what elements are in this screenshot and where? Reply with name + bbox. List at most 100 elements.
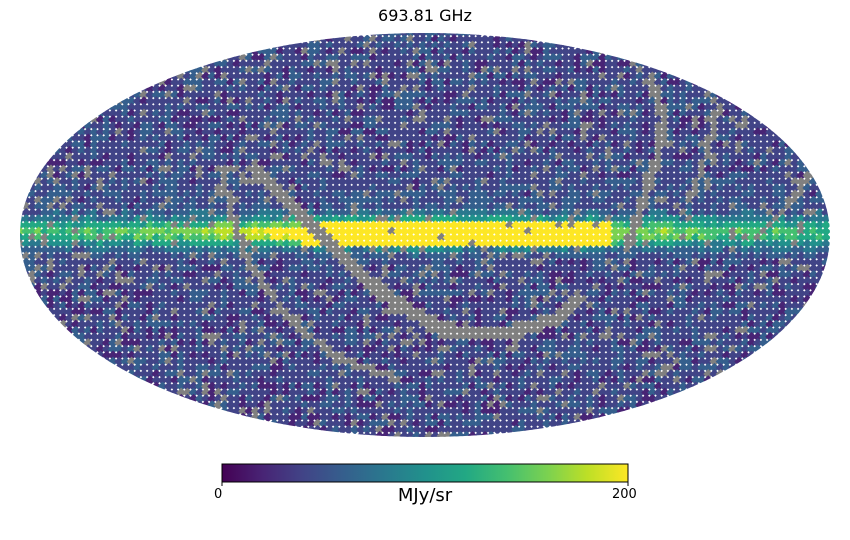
sky-pixel	[176, 108, 187, 119]
sky-pixel	[213, 96, 224, 107]
sky-pixel	[523, 77, 534, 88]
sky-pixel	[573, 71, 583, 82]
sky-pixel	[579, 102, 590, 113]
sky-pixel	[573, 52, 583, 63]
sky-pixel	[573, 90, 583, 100]
sky-pixel	[616, 102, 627, 113]
sky-pixel	[108, 108, 118, 119]
sky-pixel	[219, 96, 230, 107]
sky-pixel	[597, 52, 608, 63]
sky-pixel	[139, 96, 149, 107]
sky-pixel	[201, 65, 211, 76]
sky-pixel	[529, 59, 540, 69]
sky-pixel	[573, 121, 583, 131]
sky-pixel	[163, 108, 174, 119]
sky-pixel	[244, 71, 255, 82]
sky-pixel	[616, 77, 627, 88]
sky-pixel	[145, 90, 156, 100]
sky-pixel	[659, 90, 670, 100]
sky-pixel	[201, 102, 211, 113]
sky-pixel	[641, 71, 652, 82]
sky-pixel	[628, 121, 639, 131]
sky-pixel	[542, 46, 552, 57]
sky-pixel	[628, 108, 639, 119]
sky-pixel	[597, 96, 608, 107]
sky-pixel	[591, 114, 602, 125]
sky-pixel	[653, 114, 664, 125]
sky-pixel	[120, 127, 131, 138]
sky-pixel	[548, 59, 559, 69]
sky-pixel	[548, 96, 559, 107]
sky-pixel	[232, 114, 242, 125]
sky-pixel	[690, 114, 701, 125]
sky-pixel	[622, 59, 633, 69]
sky-pixel	[814, 276, 825, 286]
sky-pixel	[659, 83, 670, 94]
sky-pixel	[238, 114, 249, 125]
sky-pixel	[511, 96, 521, 107]
sky-pixel	[635, 96, 645, 107]
sky-pixel	[182, 77, 193, 88]
sky-pixel	[672, 83, 683, 94]
sky-pixel	[132, 121, 143, 131]
sky-pixel	[517, 65, 528, 76]
sky-pixel	[163, 83, 174, 94]
sky-pixel	[83, 127, 94, 138]
sky-pixel	[529, 40, 540, 51]
sky-pixel	[244, 121, 255, 131]
sky-pixel	[176, 121, 187, 131]
sky-pixel	[802, 294, 813, 305]
sky-pixel	[517, 52, 528, 63]
sky-pixel	[145, 114, 156, 125]
sky-pixel	[721, 121, 732, 131]
sky-pixel	[232, 71, 242, 82]
sky-pixel	[182, 83, 193, 94]
sky-pixel	[194, 77, 205, 88]
sky-pixel	[188, 71, 199, 82]
sky-pixel	[554, 71, 565, 82]
sky-pixel	[684, 102, 695, 113]
sky-pixel	[20, 257, 25, 268]
sky-pixel	[814, 176, 825, 187]
sky-pixel	[585, 121, 596, 131]
sky-pixel	[585, 90, 596, 100]
sky-pixel	[560, 96, 571, 107]
sky-pixel	[597, 121, 608, 131]
sky-pixel	[232, 121, 242, 131]
sky-pixel	[610, 108, 621, 119]
sky-pixel	[529, 71, 540, 82]
sky-pixel	[151, 102, 162, 113]
sky-pixel	[238, 77, 249, 88]
sky-pixel	[610, 59, 621, 69]
sky-pixel	[752, 121, 763, 131]
sky-pixel	[114, 108, 125, 119]
sky-pixel	[554, 46, 565, 57]
sky-pixel	[517, 114, 528, 125]
sky-pixel	[219, 71, 230, 82]
sky-pixel	[20, 201, 25, 212]
sky-pixel	[163, 114, 174, 125]
sky-pixel	[194, 108, 205, 119]
sky-pixel	[244, 65, 255, 76]
sky-pixel	[641, 65, 652, 76]
sky-pixel	[697, 102, 707, 113]
sky-pixel	[232, 90, 242, 100]
sky-pixel	[542, 90, 552, 100]
sky-pixel	[703, 108, 714, 119]
sky-pixel	[114, 127, 125, 138]
sky-pixel	[616, 83, 627, 94]
sky-pixel	[225, 90, 236, 100]
sky-pixel	[573, 83, 583, 94]
sky-pixel	[151, 83, 162, 94]
sky-pixel	[666, 114, 676, 125]
sky-pixel	[703, 96, 714, 107]
sky-pixel	[176, 77, 187, 88]
sky-pixel	[560, 59, 571, 69]
sky-pixel	[517, 90, 528, 100]
sky-pixel	[690, 102, 701, 113]
sky-pixel	[132, 102, 143, 113]
sky-pixel	[666, 83, 676, 94]
sky-pixel	[734, 114, 745, 125]
sky-pixel	[628, 96, 639, 107]
sky-pixel	[597, 114, 608, 125]
